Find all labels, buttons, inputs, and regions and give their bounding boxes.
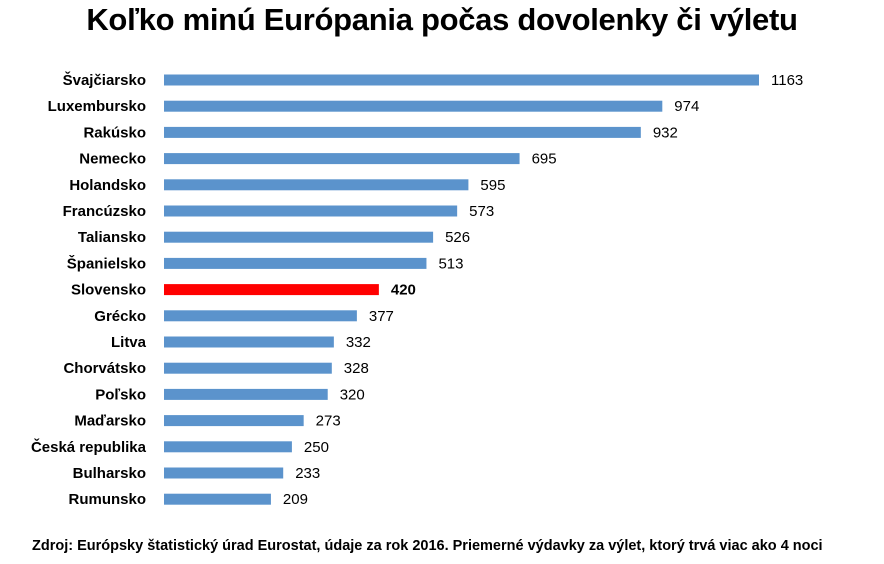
category-label-rumunsko: Rumunsko [68,491,146,508]
bar-taliansko [164,231,434,243]
category-label-spanielsko: Španielsko [67,254,146,272]
value-label-holandsko: 595 [480,177,505,194]
bar-luxembursko [164,100,663,112]
source-footnote: Zdroj: Európsky štatistický úrad Eurosta… [32,538,823,554]
bar-rumunsko [164,493,271,505]
bar-chorvatsko [164,362,332,374]
value-label-slovensko: 420 [391,282,416,299]
bar-polsko [164,388,328,400]
chart-title: Koľko minú Európania počas dovolenky či … [86,2,798,37]
value-label-rumunsko: 209 [283,491,308,508]
bar-madarsko [164,415,304,427]
bar-svajciarsko [164,74,759,86]
value-label-polsko: 320 [340,386,365,403]
category-label-polsko: Poľsko [95,386,146,403]
value-label-bulharsko: 233 [295,465,320,482]
category-label-madarsko: Maďarsko [74,413,146,430]
bar-ceska-republika [164,441,292,453]
value-label-rakusko: 932 [653,124,678,141]
category-label-luxembursko: Luxembursko [48,98,146,115]
bar-litva [164,336,334,348]
category-label-litva: Litva [111,334,147,351]
value-label-luxembursko: 974 [674,98,699,115]
bar-rakusko [164,126,641,138]
category-label-francuzsko: Francúzsko [63,203,146,220]
bar-spanielsko [164,257,427,269]
value-label-francuzsko: 573 [469,203,494,220]
value-label-madarsko: 273 [316,413,341,430]
bar-holandsko [164,179,469,191]
category-label-nemecko: Nemecko [79,151,146,168]
value-label-chorvatsko: 328 [344,360,369,377]
bar-grecko [164,310,357,322]
category-label-rakusko: Rakúsko [83,124,146,141]
bar-chart: Švajčiarsko 1163 Luxembursko 974 Rakúsko 932 N… [31,71,803,508]
bar-bulharsko [164,467,284,479]
value-label-taliansko: 526 [445,229,470,246]
category-label-slovensko: Slovensko [71,282,146,299]
bar-nemecko [164,153,520,165]
category-label-bulharsko: Bulharsko [73,465,146,482]
value-label-spanielsko: 513 [438,255,463,272]
value-label-svajciarsko: 1163 [771,72,803,89]
category-label-ceska-republika: Česká republika [31,438,147,456]
category-label-taliansko: Taliansko [78,229,146,246]
bar-francuzsko [164,205,458,217]
category-label-chorvatsko: Chorvátsko [63,360,146,377]
category-label-grecko: Grécko [94,308,146,325]
value-label-ceska-republika: 250 [304,439,329,456]
value-label-litva: 332 [346,334,371,351]
bar-slovensko [164,284,379,296]
category-label-holandsko: Holandsko [69,177,146,194]
category-label-svajciarsko: Švajčiarsko [63,71,146,89]
value-label-grecko: 377 [369,308,394,325]
value-label-nemecko: 695 [532,151,557,168]
